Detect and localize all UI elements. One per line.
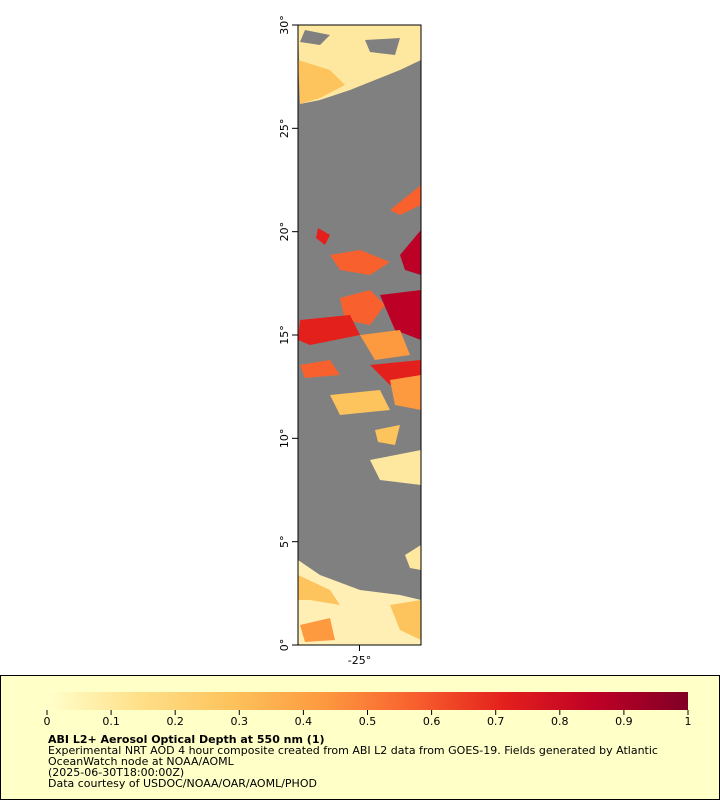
y-tick-label: 15°: [278, 325, 291, 345]
aerosol-region: [316, 228, 330, 245]
colorbar: [47, 692, 688, 710]
aerosol-region: [330, 390, 390, 415]
aerosol-field: [298, 25, 421, 645]
cloud-gap: [300, 30, 330, 45]
aerosol-region: [330, 250, 390, 275]
colorbar-tick-label: 0.6: [423, 715, 441, 728]
colorbar-tick-label: 0.7: [487, 715, 505, 728]
aerosol-region: [370, 450, 421, 485]
y-tick-label: 5°: [278, 535, 291, 548]
x-tick-label: -25°: [348, 654, 371, 667]
y-tick-label: 30°: [278, 15, 291, 35]
aerosol-region: [300, 360, 340, 378]
cloud-gap: [365, 38, 400, 55]
colorbar-tick-label: 0.3: [231, 715, 249, 728]
aerosol-region: [400, 230, 421, 275]
aerosol-region: [340, 290, 385, 325]
colorbar-tick-label: 0.5: [359, 715, 377, 728]
colorbar-tick-label: 0: [44, 715, 51, 728]
y-tick-label: 0°: [278, 639, 291, 652]
aerosol-region: [298, 575, 340, 605]
aerosol-region: [298, 315, 360, 345]
aerosol-region: [360, 330, 410, 360]
y-tick-label: 20°: [278, 222, 291, 242]
caption-line: Experimental NRT AOD 4 hour composite cr…: [48, 744, 658, 757]
caption-line: Data courtesy of USDOC/NOAA/OAR/AOML/PHO…: [48, 777, 317, 790]
y-tick-label: 25°: [278, 119, 291, 139]
caption-line: (2025-06-30T18:00:00Z): [48, 766, 184, 779]
aerosol-region: [300, 618, 335, 642]
colorbar-tick-label: 0.2: [166, 715, 184, 728]
caption-line: OceanWatch node at NOAA/AOML: [48, 755, 235, 768]
caption-title: ABI L2+ Aerosol Optical Depth at 550 nm …: [48, 733, 325, 746]
colorbar-tick-label: 0.9: [615, 715, 633, 728]
aerosol-region: [390, 600, 421, 640]
y-tick-label: 10°: [278, 429, 291, 449]
colorbar-tick-label: 1: [685, 715, 692, 728]
aerosol-region: [380, 290, 421, 340]
colorbar-tick-label: 0.4: [295, 715, 313, 728]
aerosol-region: [390, 375, 421, 410]
aerosol-region: [375, 425, 400, 445]
aerosol-region: [298, 60, 345, 104]
aerosol-region: [405, 545, 421, 570]
colorbar-tick-label: 0.1: [102, 715, 120, 728]
colorbar-tick-label: 0.8: [551, 715, 569, 728]
aerosol-region: [390, 185, 421, 215]
